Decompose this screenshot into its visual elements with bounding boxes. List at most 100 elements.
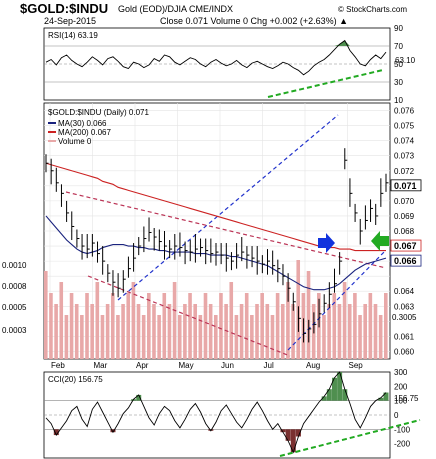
volume-bar	[110, 293, 115, 359]
volume-bar	[208, 304, 213, 359]
volume-bar	[353, 293, 357, 359]
volume-bar	[188, 293, 192, 359]
volume-bar	[291, 304, 295, 359]
volume-bar	[255, 304, 259, 359]
volume-bar	[172, 282, 177, 359]
volume-bar	[337, 304, 342, 359]
volume-bar	[95, 282, 100, 359]
volume-bar	[327, 304, 331, 359]
volume-bar	[373, 304, 378, 359]
price-tick-label: 0.061	[394, 332, 415, 341]
month-label: Jul	[264, 361, 274, 370]
rsi-tick-label: 50	[394, 60, 403, 69]
volume-bar	[147, 293, 151, 359]
volume-bar	[136, 304, 141, 359]
volume-bar	[275, 293, 280, 359]
watermark: © StockCharts.com	[338, 5, 407, 14]
price-tick-label: 0.073	[394, 152, 415, 161]
month-label: Feb	[51, 361, 65, 370]
cci-tick-label: -200	[394, 440, 411, 449]
price-tick-label: 0.063	[394, 302, 415, 311]
volume-bar	[244, 293, 249, 359]
volume-bar	[74, 304, 79, 359]
volume-bar	[162, 293, 167, 359]
volume-bar	[368, 293, 373, 359]
rsi-line	[45, 39, 387, 76]
red-channel-lower	[87, 275, 291, 357]
volume-bar	[214, 315, 218, 359]
volume-bar	[229, 282, 234, 359]
volume-bar	[105, 304, 110, 359]
volume-bar	[69, 293, 74, 359]
volume-bar	[342, 282, 347, 359]
volume-bar	[239, 304, 244, 359]
rsi-legend: RSI(14) 63.19	[48, 31, 98, 40]
volume-tick-label: 0.0005	[2, 303, 27, 312]
volume-bar	[131, 282, 136, 359]
volume-bar	[306, 271, 311, 359]
volume-bar	[141, 315, 146, 359]
volume-bar	[183, 304, 187, 359]
cci-line	[45, 371, 387, 454]
volume-bar	[198, 315, 203, 359]
quote-date: 24-Sep-2015	[44, 16, 96, 26]
volume-bar	[265, 304, 270, 359]
cci-tick-label: -100	[394, 425, 411, 434]
volume-bar	[177, 315, 182, 359]
rsi-support-line	[267, 69, 384, 98]
red-channel-upper	[65, 191, 387, 269]
volume-bar	[332, 293, 337, 359]
volume-bar	[157, 315, 161, 359]
volume-bar	[167, 304, 172, 359]
rsi-tick-label: 90	[394, 24, 403, 33]
symbol-title: $GOLD:$INDU	[20, 1, 108, 16]
month-label: Sep	[349, 361, 364, 370]
volume-bar	[347, 304, 352, 359]
price-tick-label: 0.064	[394, 287, 415, 296]
price-tick-label: 0.069	[394, 212, 415, 221]
right-value-label: 0.071	[394, 181, 417, 191]
volume-bar	[80, 315, 84, 359]
right-value-box	[390, 179, 422, 192]
cci-support-line	[279, 419, 421, 457]
rsi-tick-label: 70	[394, 42, 403, 51]
legend-entry: Volume 0	[58, 137, 92, 146]
volume-bar	[85, 293, 89, 359]
volume-bar	[224, 304, 228, 359]
cci-layer: -200 -100 0 100 200 300	[44, 368, 421, 457]
volume-bar	[378, 315, 383, 359]
volume-bar	[49, 293, 53, 359]
price-tick-label: 0.075	[394, 122, 415, 131]
cci-tick-label: 300	[394, 368, 408, 377]
price-tick-label: 0.076	[394, 107, 415, 116]
volume-bar	[219, 293, 223, 359]
volume-bar	[286, 282, 290, 359]
volume-bar	[322, 315, 326, 359]
volume-bar	[152, 304, 156, 359]
volume-bar	[54, 304, 58, 359]
rsi-layer: 10 30 50 70 90	[44, 24, 403, 105]
quote-line: Close 0.071 Volume 0 Chg +0.002 (+2.63%)…	[160, 16, 348, 26]
month-label: Apr	[136, 361, 149, 370]
instrument-name: Gold (EOD)/DJIA CME/INDX	[118, 4, 233, 14]
volume-bar	[358, 315, 362, 359]
cci-tick-label: 200	[394, 382, 408, 391]
volume-tick-label: 0.0010	[2, 261, 27, 270]
right-value-box	[390, 239, 422, 252]
volume-bar	[121, 304, 125, 359]
legend-entry: MA(30) 0.066	[58, 119, 107, 128]
rsi-overbought-fill	[334, 40, 350, 46]
blue-arrow	[318, 233, 335, 253]
cci-right-label: 156.75	[394, 394, 419, 403]
price-legend-title: $GOLD:$INDU (Daily) 0.071	[48, 108, 149, 117]
month-label: May	[179, 361, 194, 370]
right-value-label: 0.067	[394, 241, 417, 251]
month-label: Aug	[306, 361, 320, 370]
price-tick-label: 0.074	[394, 137, 415, 146]
volume-tick-label: 0.0003	[2, 326, 27, 335]
volume-bar	[280, 304, 285, 359]
price-tick-label: 0.060	[394, 347, 415, 356]
volume-bar	[234, 315, 239, 359]
price-tick-label: 0.072	[394, 167, 415, 176]
